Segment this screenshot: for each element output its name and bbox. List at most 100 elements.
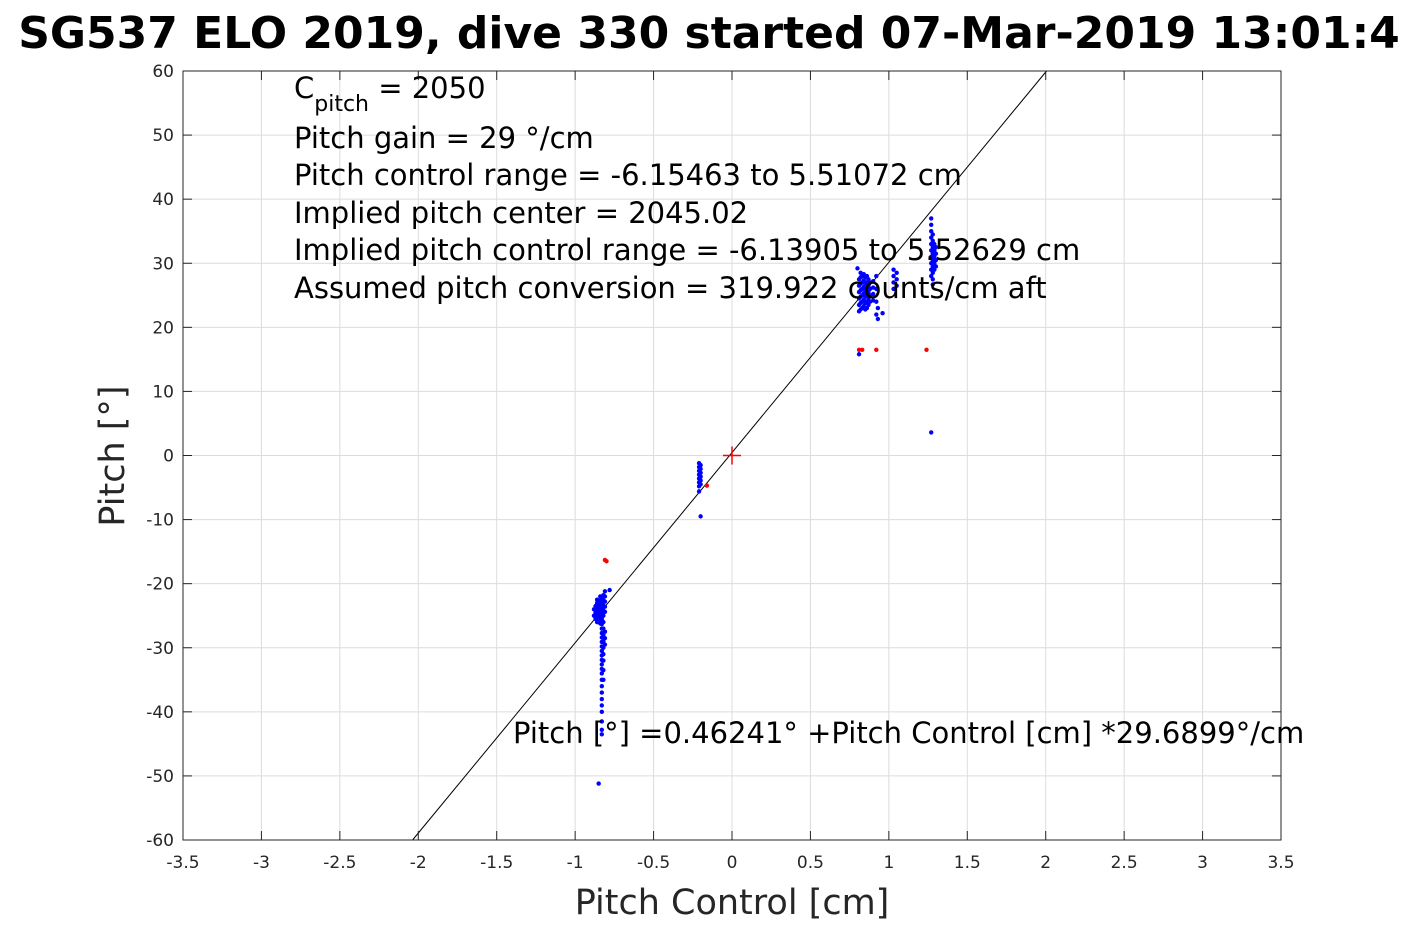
annotation-implied-pitch-control-range: Implied pitch control range = -6.13905 t… [294,233,1080,267]
x-tick-label: 0.5 [797,853,824,873]
red-data-point [604,559,609,564]
y-tick-label: 30 [152,254,174,274]
y-tick-label: -20 [146,575,174,595]
x-tick-label: -1.5 [480,853,513,873]
c-pitch-subscript: pitch [314,92,369,117]
blue-data-point [698,482,703,487]
blue-data-point [929,222,934,227]
annotation-block: Cpitch = 2050 Pitch gain = 29 °/cm Pitch… [294,71,1080,305]
blue-data-point [698,514,703,519]
blue-data-point [855,266,860,271]
blue-data-point [698,462,703,468]
blue-data-point [599,727,605,732]
blue-data-point [933,251,939,256]
y-tick-label: 20 [152,318,174,338]
data-points [591,216,939,786]
blue-data-point [698,470,703,476]
blue-data-point [874,312,879,317]
blue-data-point [698,478,703,483]
blue-data-point [599,662,605,667]
blue-data-point [599,732,605,737]
red-data-point [856,347,862,352]
red-data-point [859,347,865,352]
y-axis-label: Pitch [°] [93,385,133,526]
red-data-point [874,347,879,352]
blue-data-point [875,316,881,322]
y-tick-label: 10 [152,382,174,402]
x-tick-label: -1 [567,853,584,873]
blue-data-point [930,277,935,282]
y-tick-label: -50 [146,767,174,787]
x-tick-label: 2 [1040,853,1051,873]
blue-data-point [591,607,597,612]
blue-data-point [870,291,876,297]
c-pitch-value: = 2050 [369,71,486,105]
blue-data-point [891,267,896,272]
x-tick-label: 2.5 [1111,853,1138,873]
y-tick-label: -60 [146,831,174,851]
x-tick-label: 3.5 [1267,853,1294,873]
x-tick-label: -2 [410,853,427,873]
blue-data-point [602,635,608,641]
y-tick-label: 40 [152,190,174,210]
y-tick-label: 0 [163,447,174,467]
annotation-implied-pitch-center: Implied pitch center = 2045.02 [294,196,748,230]
blue-data-point [602,594,608,599]
blue-data-point [596,781,601,786]
blue-data-point [599,719,605,724]
x-tick-label: 0 [727,853,738,873]
blue-data-point [599,696,605,702]
x-tick-label: 3 [1197,853,1208,873]
blue-data-point [602,604,608,609]
fit-equation: Pitch [°] =0.46241° +Pitch Control [cm] … [513,716,1304,750]
blue-data-point [891,273,896,279]
blue-data-point [891,280,896,285]
blue-data-point [933,257,939,263]
blue-data-point [929,216,934,221]
blue-data-point [599,709,605,715]
blue-data-point [607,587,612,593]
blue-data-point [601,651,606,657]
blue-data-point [929,430,934,435]
x-tick-label: 1 [883,853,894,873]
blue-data-point [601,658,606,663]
y-tick-label: -10 [146,511,174,531]
blue-data-point [874,273,879,279]
blue-data-point [602,629,608,634]
blue-data-point [930,282,935,287]
blue-data-point [856,352,862,357]
blue-data-point [698,474,703,479]
y-tick-label: 50 [152,126,174,146]
blue-data-point [602,589,608,594]
blue-data-point [602,642,608,647]
blue-data-point [591,613,597,618]
blue-data-point [930,232,935,237]
annotation-assumed-pitch-conversion: Assumed pitch conversion = 319.922 count… [294,271,1047,305]
x-tick-label: -2.5 [323,853,356,873]
blue-data-point [874,299,879,304]
blue-data-point [933,264,939,269]
blue-data-point [933,245,939,250]
blue-data-point [880,311,885,316]
blue-data-point [601,619,606,625]
blue-data-point [601,613,606,618]
y-tick-label: -30 [146,639,174,659]
blue-data-point [602,609,608,615]
x-tick-label: -0.5 [637,853,670,873]
annotation-pitch-gain: Pitch gain = 29 °/cm [294,121,594,155]
blue-data-point [698,466,703,472]
center-marker [723,446,741,465]
x-axis-label: Pitch Control [cm] [575,883,890,923]
blue-data-point [894,270,899,276]
y-tick-label: -40 [146,703,174,723]
blue-data-point [696,489,702,494]
blue-data-point [894,283,899,288]
blue-data-point [601,667,606,673]
plot-area: -3.5 -3 -2.5 -2 -1.5 -1 -0.5 0 0.5 1 1.5 2 2.5 3 3.5 -… [146,62,1294,873]
x-axis-ticks: -3.5 -3 -2.5 -2 -1.5 -1 -0.5 0 0.5 1 1.5 2 2.5 3 3.5 [166,71,1295,873]
c-pitch-base: C [294,71,314,105]
blue-data-point [601,677,606,682]
blue-data-point [599,690,605,695]
blue-data-point [599,684,605,689]
